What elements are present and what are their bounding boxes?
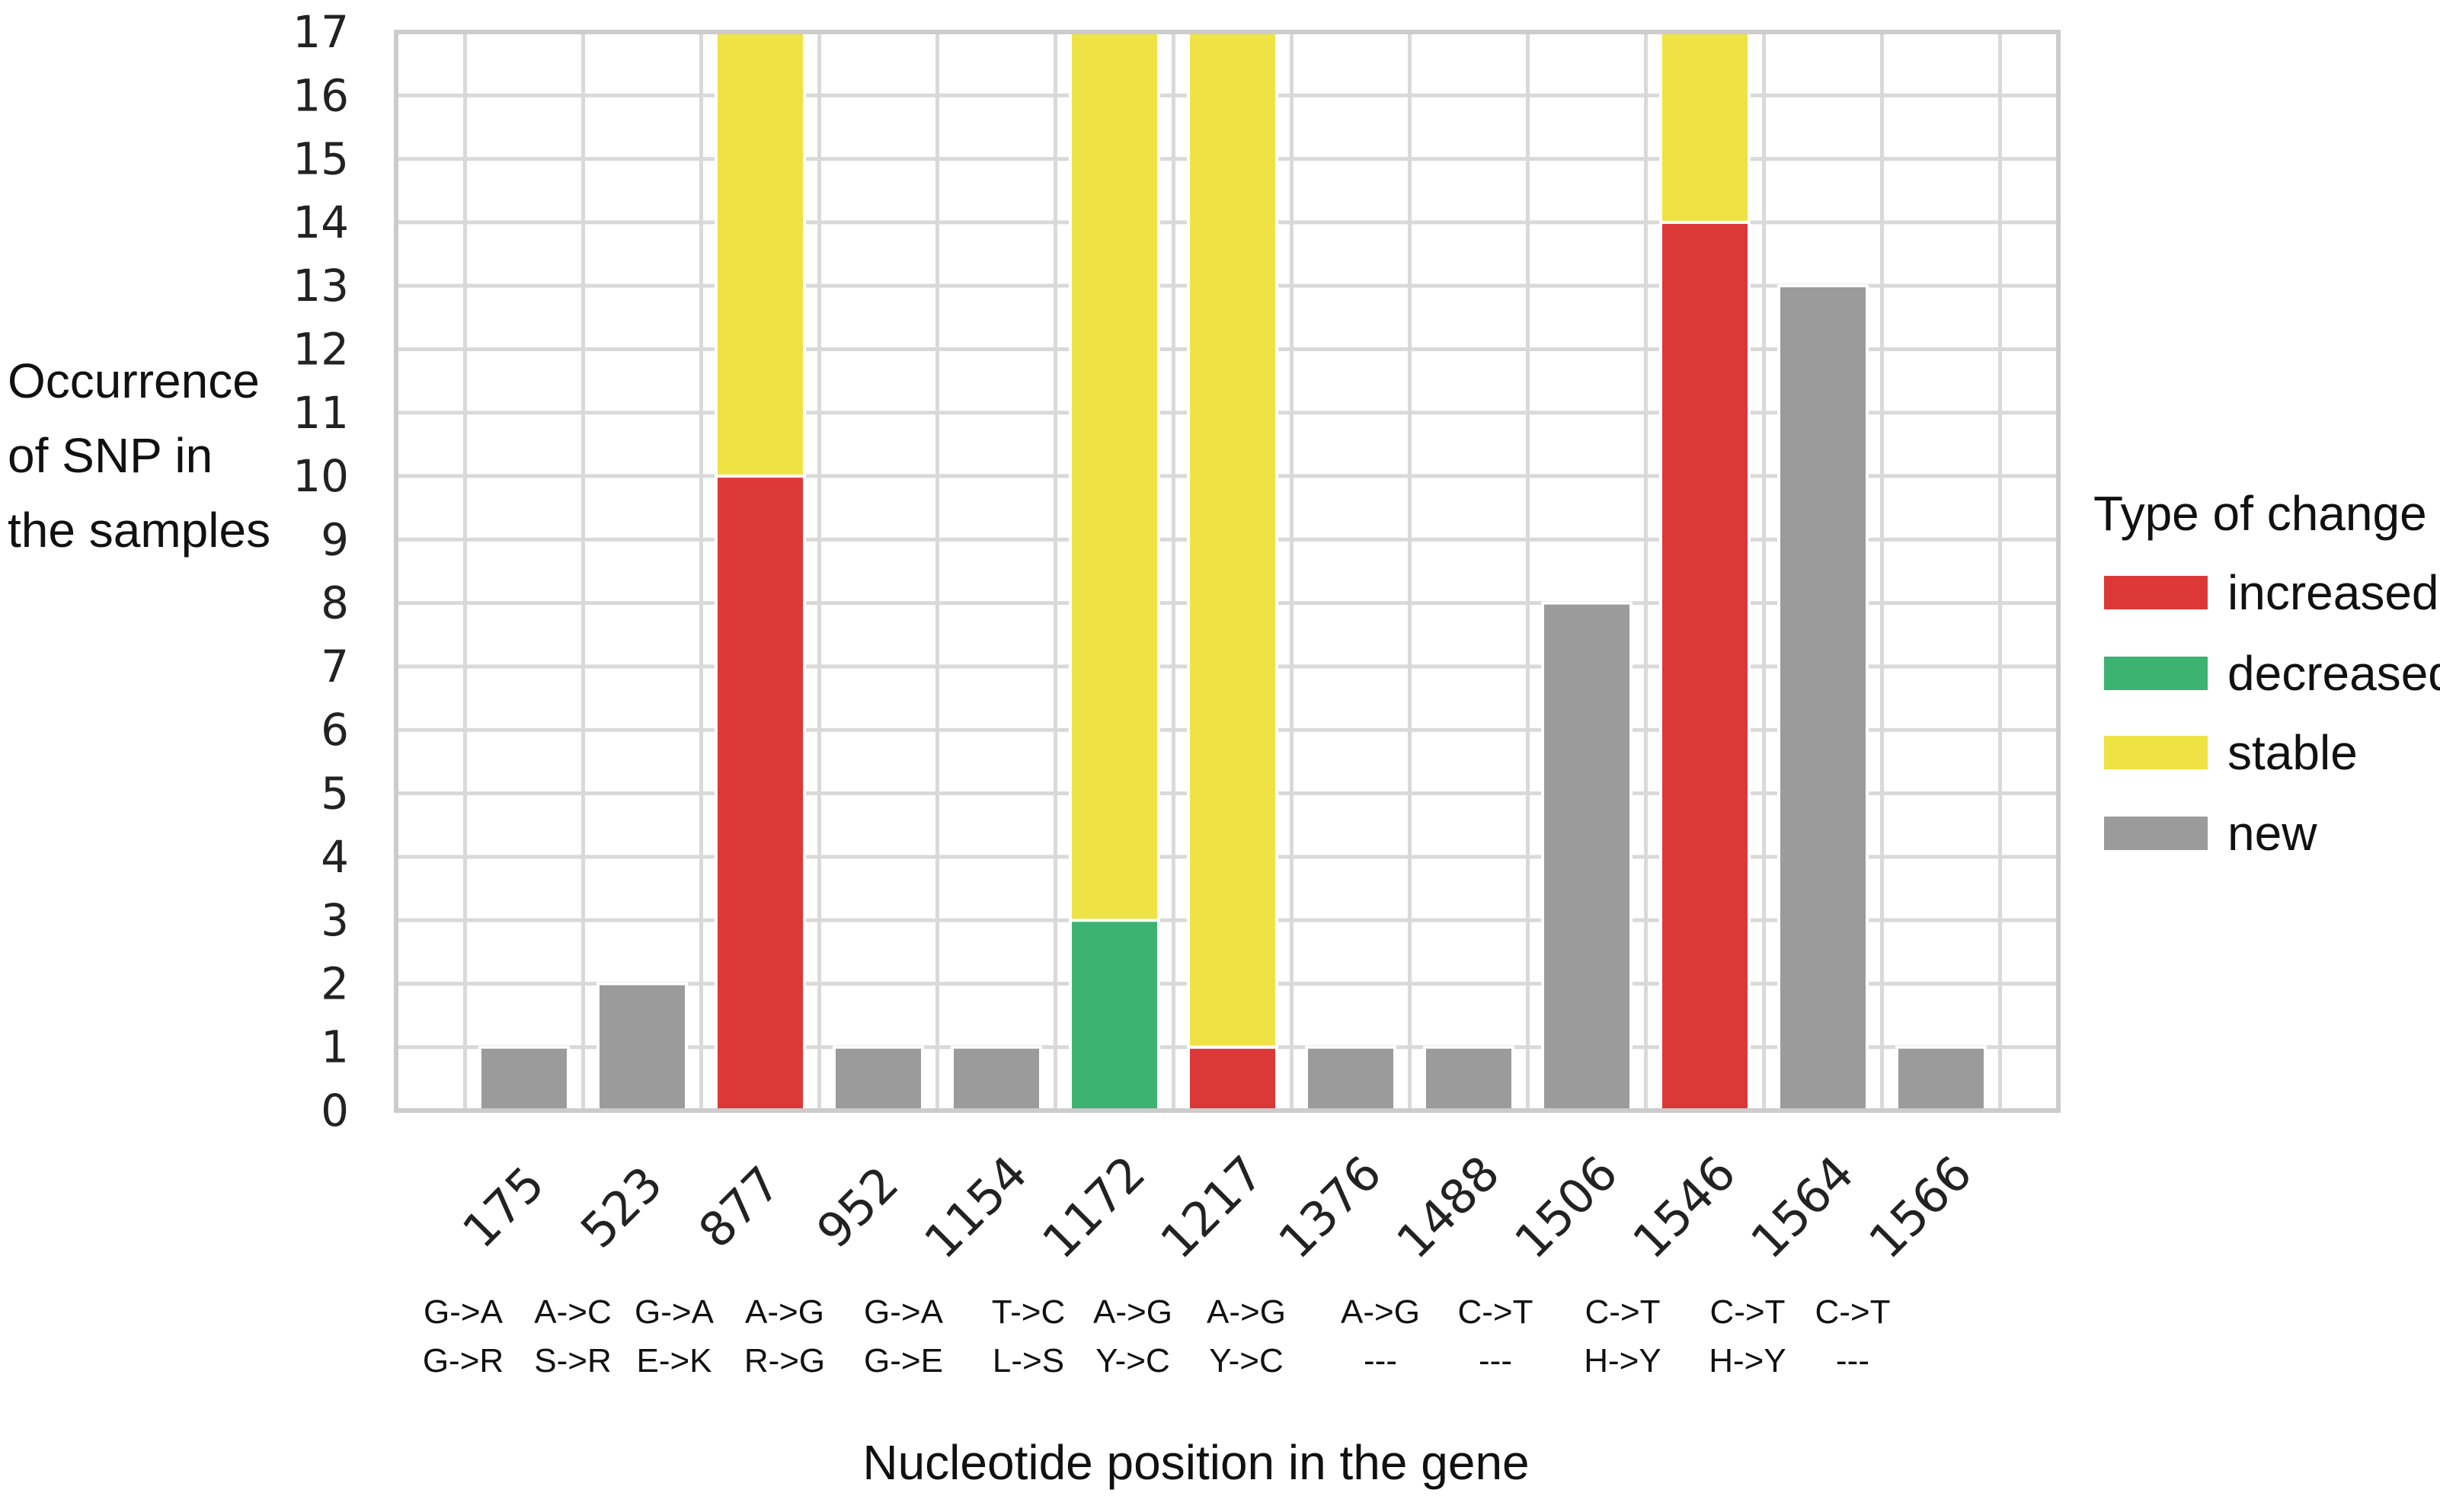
plot-frame	[394, 30, 2061, 1113]
nucleotide-change-label: A->G	[1093, 1293, 1172, 1331]
x-tick-label: 1546	[1622, 1145, 1746, 1269]
amino-acid-change-label: ---	[1836, 1342, 1869, 1379]
x-tick-label: 1154	[913, 1145, 1038, 1269]
amino-acid-change-label: ---	[1479, 1342, 1512, 1379]
amino-acid-change-label: ---	[1364, 1342, 1397, 1379]
y-axis-label-line: Occurrence	[8, 353, 260, 408]
y-tick-label: 7	[321, 641, 349, 692]
amino-acid-change-label: Y->C	[1209, 1342, 1283, 1379]
nucleotide-change-label: T->C	[992, 1293, 1066, 1331]
y-tick-label: 6	[321, 704, 349, 756]
amino-acid-change-label: S->R	[534, 1342, 611, 1379]
nucleotide-change-label: C->T	[1458, 1293, 1533, 1331]
y-tick-label: 17	[293, 6, 349, 58]
amino-acid-change-label: G->E	[864, 1342, 943, 1379]
y-tick-label: 8	[321, 577, 349, 629]
amino-acid-change-label: H->Y	[1584, 1342, 1661, 1379]
y-tick-label: 0	[321, 1085, 349, 1136]
mutation-labels: G->A A->C G->A A->G G->A T->C A->G A->G A->G C->T…	[423, 1293, 1891, 1379]
y-tick-label: 10	[293, 450, 349, 502]
legend: Type of change increased decreased stable n…	[2093, 486, 2440, 861]
nucleotide-change-label: G->A	[635, 1293, 715, 1331]
bar-segment-new	[1541, 601, 1633, 1112]
x-tick-label: 952	[806, 1156, 909, 1258]
bar-segment-new	[833, 1045, 924, 1113]
x-tick-label: 1376	[1268, 1145, 1392, 1269]
legend-items: increased decreased stable new	[2104, 565, 2440, 861]
bar-segment-stable	[1187, 30, 1278, 1049]
legend-label-stable: stable	[2227, 725, 2358, 780]
nucleotide-change-label: G->A	[424, 1293, 504, 1331]
bar-segment-new	[596, 982, 688, 1112]
bar-segment-new	[478, 1045, 570, 1113]
y-tick-label: 9	[321, 513, 349, 565]
bar-segment-decreased	[1069, 919, 1160, 1113]
amino-acid-change-label: Y->C	[1095, 1342, 1169, 1379]
nucleotide-change-label: A->C	[534, 1293, 611, 1331]
nucleotide-change-label: C->T	[1815, 1293, 1891, 1331]
y-tick-label: 2	[321, 957, 349, 1009]
y-tick-label: 14	[293, 197, 349, 248]
bar-segment-increased	[1659, 220, 1751, 1113]
amino-acid-change-label: E->K	[636, 1342, 712, 1379]
y-tick-label: 3	[321, 894, 349, 946]
y-tick-label: 15	[293, 133, 349, 185]
x-tick-label: 1488	[1386, 1145, 1510, 1269]
x-tick-label: 1564	[1740, 1145, 1864, 1269]
legend-label-decreased: decreased	[2227, 646, 2440, 701]
bar-segment-stable	[715, 30, 806, 478]
nucleotide-change-label: A->G	[745, 1293, 824, 1331]
nucleotide-change-label: C->T	[1710, 1293, 1786, 1331]
y-axis-label: Occurrence of SNP in the samples	[8, 353, 270, 558]
x-tick-label: 523	[570, 1156, 673, 1258]
bar-segment-increased	[1187, 1045, 1278, 1113]
bar-segment-new	[951, 1045, 1042, 1113]
bar-segment-increased	[715, 475, 806, 1112]
y-tick-label: 1	[321, 1021, 349, 1073]
y-axis-label-line: of SNP in	[8, 428, 213, 483]
y-tick-label: 4	[321, 831, 349, 883]
x-tick-label: 1566	[1858, 1145, 1982, 1269]
y-axis-label-line: the samples	[8, 503, 270, 558]
bar-segment-new	[1423, 1045, 1514, 1113]
legend-swatch-increased	[2104, 576, 2208, 609]
x-axis-ticks: 175 523 877 952 1154117212171376148815061546…	[452, 1145, 1982, 1269]
legend-swatch-stable	[2104, 736, 2208, 769]
bar-segment-stable	[1069, 30, 1160, 922]
amino-acid-change-label: L->S	[993, 1342, 1064, 1379]
amino-acid-change-label: R->G	[744, 1342, 825, 1379]
legend-title: Type of change	[2093, 486, 2427, 541]
x-tick-label: 1506	[1504, 1145, 1628, 1269]
amino-acid-change-label: H->Y	[1709, 1342, 1786, 1379]
bar-segment-new	[1777, 284, 1869, 1112]
amino-acid-change-label: G->R	[423, 1342, 504, 1379]
x-tick-label: 175	[452, 1156, 555, 1258]
y-tick-label: 13	[293, 260, 349, 312]
y-tick-label: 12	[293, 323, 349, 375]
bar-segment-new	[1305, 1045, 1396, 1113]
x-tick-label: 1172	[1031, 1145, 1156, 1269]
bar-segment-stable	[1659, 30, 1751, 224]
y-tick-label: 5	[321, 768, 349, 820]
y-tick-label: 11	[293, 387, 349, 439]
x-tick-label: 877	[688, 1156, 791, 1258]
nucleotide-change-label: A->G	[1341, 1293, 1420, 1331]
nucleotide-change-label: A->G	[1207, 1293, 1286, 1331]
legend-label-increased: increased	[2227, 565, 2439, 620]
legend-swatch-decreased	[2104, 657, 2208, 690]
legend-label-new: new	[2227, 806, 2317, 861]
x-tick-label: 1217	[1150, 1145, 1274, 1269]
bar-layer	[478, 30, 1987, 1113]
nucleotide-change-label: C->T	[1585, 1293, 1661, 1331]
y-tick-label: 16	[293, 69, 349, 121]
nucleotide-change-label: G->A	[864, 1293, 944, 1331]
legend-swatch-new	[2104, 817, 2208, 850]
x-axis-label: Nucleotide position in the gene	[862, 1435, 1529, 1490]
bar-segment-new	[1895, 1045, 1987, 1113]
